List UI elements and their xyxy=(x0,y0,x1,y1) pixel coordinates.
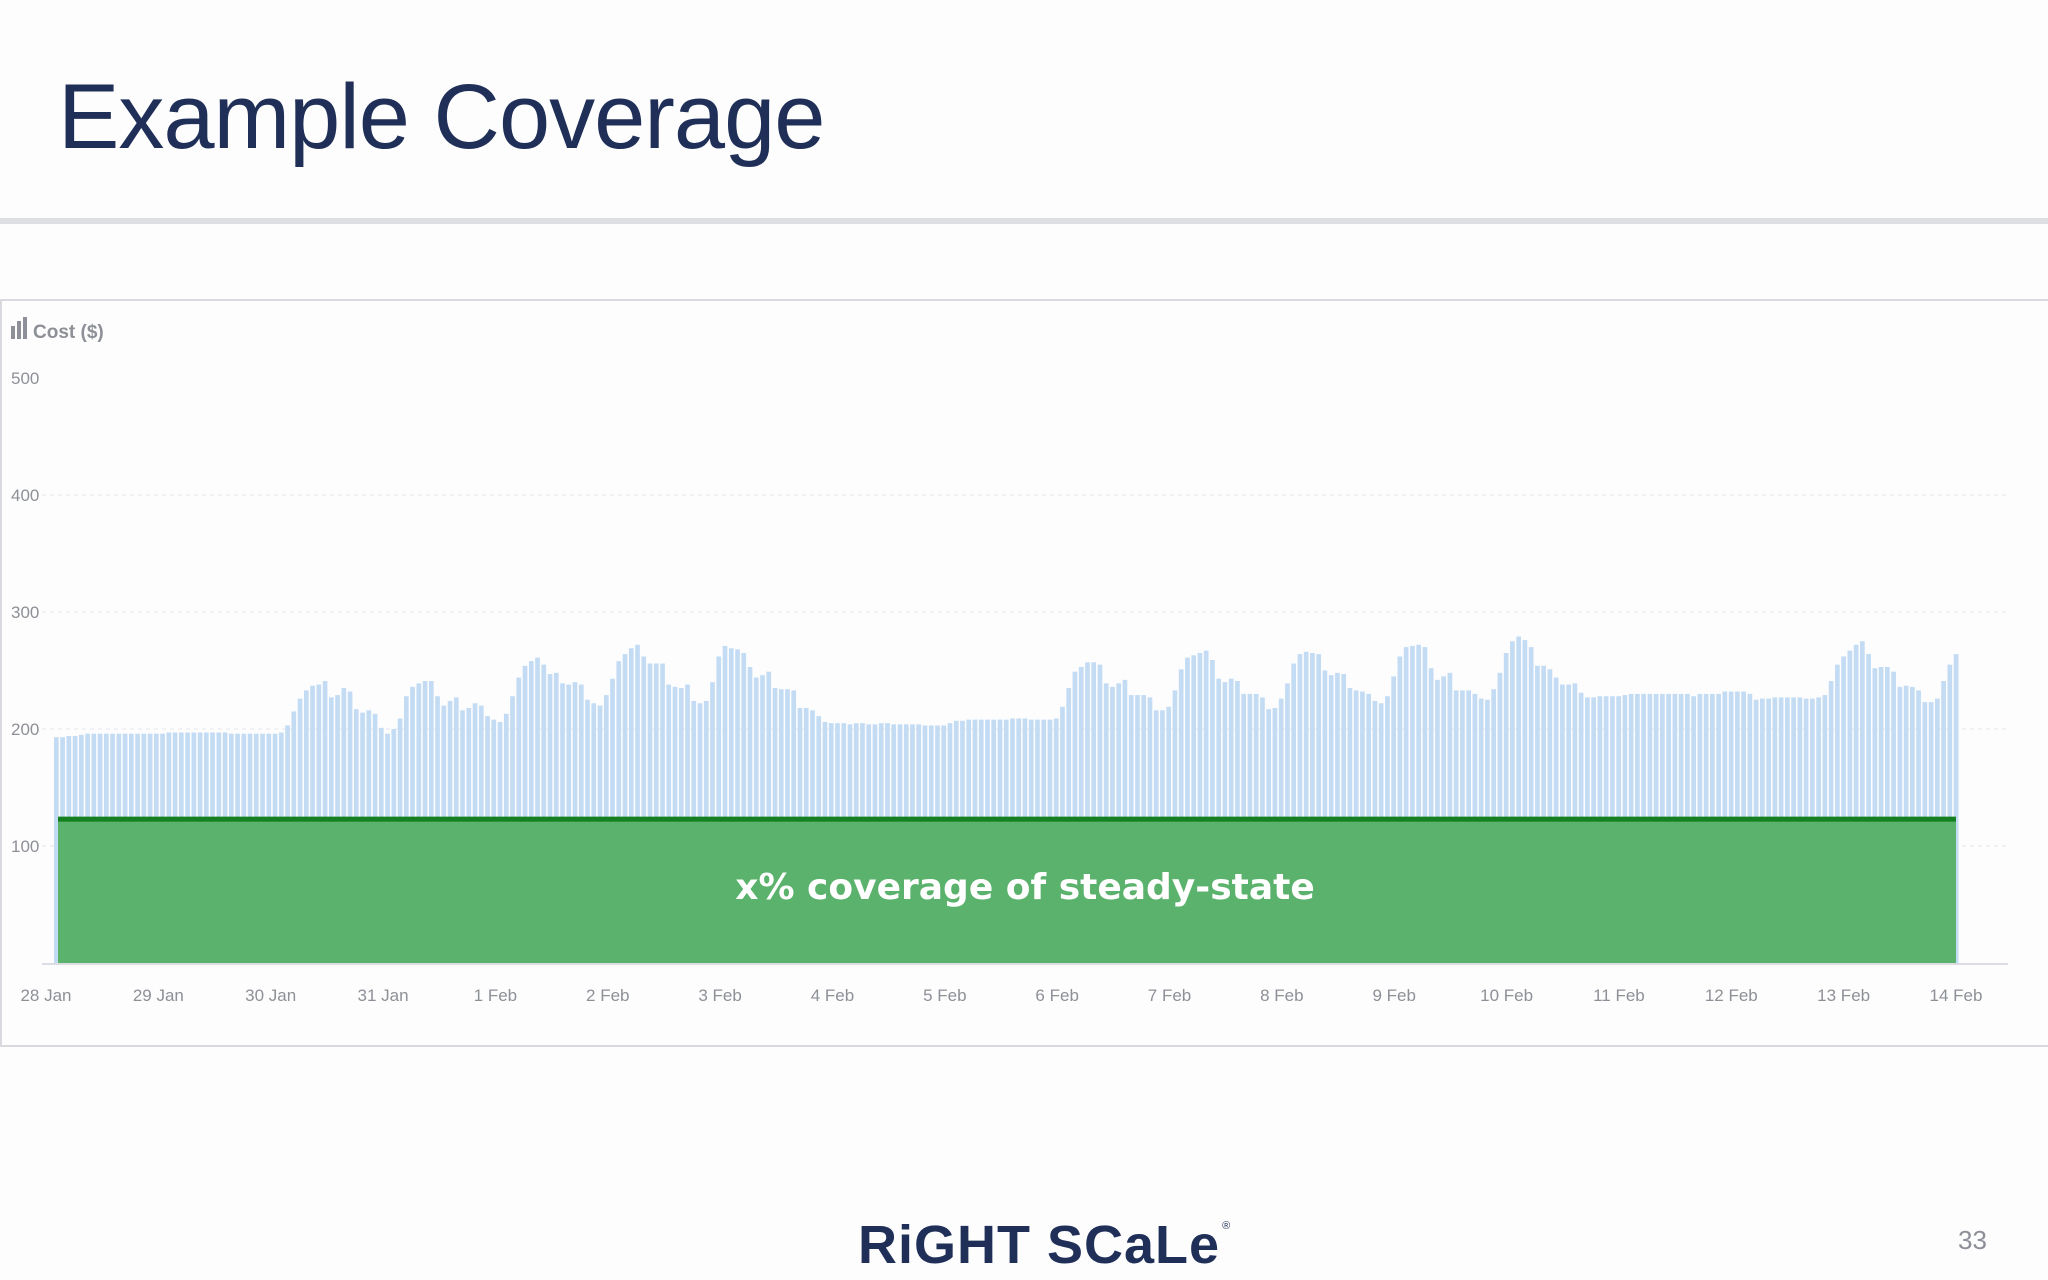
cost-bar xyxy=(653,663,659,963)
cost-bar xyxy=(747,666,753,963)
y-tick-label: 100 xyxy=(11,837,39,856)
cost-bar xyxy=(728,648,734,963)
coverage-area: x% coverage of steady-state xyxy=(58,816,1956,963)
cost-bar xyxy=(1841,656,1846,963)
coverage-label: x% coverage of steady-state xyxy=(735,867,1315,908)
x-tick-label: 7 Feb xyxy=(1148,986,1191,1005)
x-tick-label: 11 Feb xyxy=(1593,986,1645,1005)
cost-bar xyxy=(1403,647,1409,963)
cost-bar xyxy=(1547,669,1553,963)
cost-bar xyxy=(635,644,640,963)
cost-bar xyxy=(1878,666,1884,963)
cost-bar xyxy=(1510,641,1515,963)
cost-bar xyxy=(1535,665,1540,963)
cost-bar xyxy=(1310,652,1315,963)
cost-bar xyxy=(54,737,59,963)
bar-chart-icon xyxy=(11,317,27,339)
cost-bar xyxy=(628,648,634,963)
cost-bar xyxy=(1947,664,1953,963)
cost-bar xyxy=(741,652,747,963)
cost-bar xyxy=(647,663,653,963)
cost-bar xyxy=(1397,656,1403,963)
cost-bar xyxy=(1953,654,1959,963)
x-tick-label: 30 Jan xyxy=(245,986,296,1005)
x-tick-label: 10 Feb xyxy=(1480,986,1533,1005)
x-tick-label: 31 Jan xyxy=(358,986,409,1005)
x-tick-label: 12 Feb xyxy=(1705,986,1758,1005)
coverage-band xyxy=(58,819,1956,963)
cost-bar xyxy=(641,656,647,963)
x-tick-label: 14 Feb xyxy=(1930,986,1983,1005)
x-tick-label: 6 Feb xyxy=(1035,986,1078,1005)
x-tick-label: 4 Feb xyxy=(811,986,854,1005)
cost-bar xyxy=(1078,666,1084,963)
page-number: 33 xyxy=(1958,1225,1987,1255)
cost-bar xyxy=(1291,663,1297,963)
y-tick-label: 500 xyxy=(11,369,39,388)
x-tick-label: 13 Feb xyxy=(1817,986,1870,1005)
x-tick-label: 1 Feb xyxy=(474,986,517,1005)
cost-bar xyxy=(735,649,740,963)
cost-bar xyxy=(1410,645,1415,963)
cost-bar xyxy=(1416,644,1422,963)
y-tick-label: 200 xyxy=(11,720,39,739)
x-tick-label: 2 Feb xyxy=(586,986,629,1005)
cost-bar xyxy=(616,661,622,963)
cost-bar xyxy=(1303,651,1309,963)
cost-bar xyxy=(1197,652,1203,963)
y-tick-label: 300 xyxy=(11,603,39,622)
x-tick-label: 9 Feb xyxy=(1372,986,1415,1005)
cost-bar xyxy=(1835,664,1840,963)
x-tick-label: 29 Jan xyxy=(133,986,184,1005)
cost-bar xyxy=(1541,665,1546,963)
cost-bar xyxy=(1522,640,1528,963)
cost-bar xyxy=(1085,662,1090,963)
cost-bar xyxy=(1422,647,1428,963)
cost-bar xyxy=(535,657,540,963)
cost-bar xyxy=(1185,657,1190,963)
cost-bar xyxy=(1203,650,1209,963)
registered-mark: ® xyxy=(1222,1220,1231,1232)
cost-bar xyxy=(1872,668,1878,963)
cost-bar xyxy=(1860,641,1865,963)
cost-bar xyxy=(528,661,534,963)
x-tick-label: 5 Feb xyxy=(923,986,966,1005)
cost-bar xyxy=(660,663,665,963)
cost-bar xyxy=(1178,669,1184,963)
cost-bar xyxy=(1866,654,1871,963)
x-tick-label: 8 Feb xyxy=(1260,986,1303,1005)
cost-bar xyxy=(1191,655,1197,963)
cost-bar xyxy=(1528,647,1534,963)
chart-title: Cost ($) xyxy=(33,322,104,343)
cost-bar xyxy=(1503,652,1509,963)
x-tick-label: 3 Feb xyxy=(698,986,741,1005)
cost-bar xyxy=(1297,654,1303,963)
y-tick-label: 400 xyxy=(11,486,39,505)
cost-bar xyxy=(722,645,728,963)
cost-bar xyxy=(716,656,722,963)
cost-bar xyxy=(522,665,528,963)
cost-bar xyxy=(1885,666,1890,963)
rightscale-logo: RiGHT SCaLe ® xyxy=(858,1218,1230,1272)
cost-chart: x% coverage of steady-state 500 400 300 200… xyxy=(11,317,2008,1005)
cost-bar xyxy=(1428,668,1434,963)
title-divider xyxy=(0,218,2048,224)
cost-bar xyxy=(1847,650,1853,963)
chart-header: Cost ($) xyxy=(11,317,104,343)
cost-bar xyxy=(1091,662,1097,963)
slide-title: Example Coverage xyxy=(58,66,825,168)
cost-bar xyxy=(1853,644,1859,963)
logo-text: RiGHT SCaLe xyxy=(858,1215,1221,1275)
cost-bar xyxy=(1097,664,1103,963)
cost-bar xyxy=(1516,636,1521,963)
cost-bar xyxy=(1316,654,1322,963)
cost-bar xyxy=(1210,659,1215,963)
cost-bar xyxy=(622,654,628,963)
cost-bar xyxy=(541,664,547,963)
cost-chart-panel: x% coverage of steady-state 500 400 300 200… xyxy=(0,299,2048,1047)
x-tick-label: 28 Jan xyxy=(20,986,71,1005)
axes: 500 400 300 200 100 28 Jan 29 Jan 30 Jan 31 Jan 1… xyxy=(11,369,2008,1005)
